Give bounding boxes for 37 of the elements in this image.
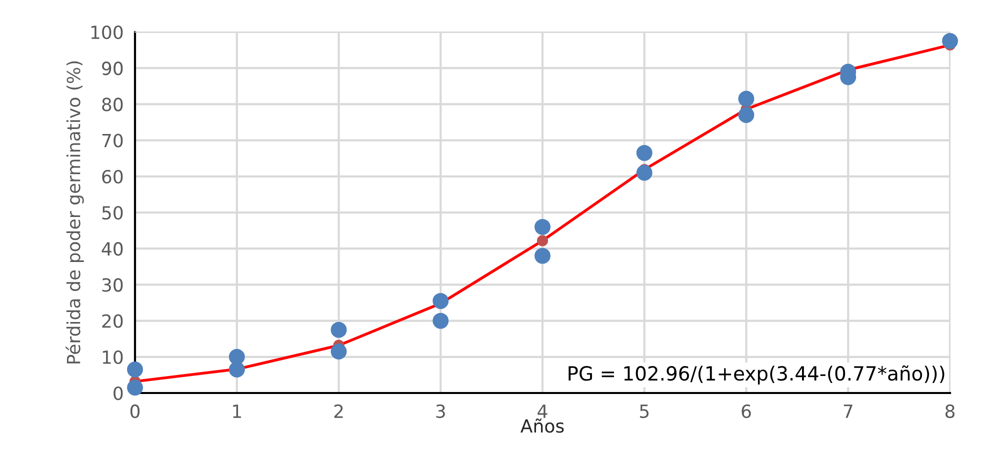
- y-tick-label: 100: [91, 25, 123, 40]
- annotation: PG = 102.96/(1+exp(3.44-(0.77*año))): [568, 365, 944, 385]
- y-tick-label: 10: [102, 350, 123, 364]
- x-tick-label: 8: [945, 404, 955, 418]
- x-tick-label: 7: [844, 404, 852, 418]
- point: [636, 144, 652, 161]
- x-tick-label: 0: [130, 404, 140, 418]
- x-tick-label: 5: [640, 404, 649, 418]
- y-axis-title: Pérdida de poder germinativo (%): [66, 61, 84, 364]
- x-tick-label: 3: [436, 404, 445, 418]
- point: [330, 322, 347, 338]
- y-tick-label: 30: [102, 278, 123, 292]
- point: [432, 312, 449, 329]
- point: [738, 90, 754, 107]
- point: [228, 362, 245, 378]
- x-tick-label: 1: [233, 404, 241, 418]
- y-tick-label: 90: [102, 62, 123, 76]
- point: [432, 292, 449, 309]
- x-axis-title: Años: [520, 418, 564, 433]
- y-tick-label: 60: [102, 170, 123, 184]
- y-tick-label: 20: [102, 314, 123, 328]
- y-tick-label: 50: [102, 206, 123, 220]
- y-tick-label: 0: [114, 386, 123, 400]
- point: [636, 164, 652, 181]
- x-tick-label: 6: [742, 404, 751, 418]
- point: [127, 362, 143, 378]
- x-tick-label: 2: [334, 404, 343, 418]
- x-tick-label: 4: [538, 404, 548, 418]
- y-tick-label: 40: [102, 242, 123, 256]
- point: [330, 344, 347, 360]
- point: [534, 248, 550, 264]
- point: [738, 107, 754, 124]
- point: [534, 218, 550, 235]
- point: [942, 33, 958, 50]
- y-tick-label: 70: [102, 134, 123, 148]
- point: [127, 380, 143, 396]
- y-tick-label: 80: [102, 98, 123, 112]
